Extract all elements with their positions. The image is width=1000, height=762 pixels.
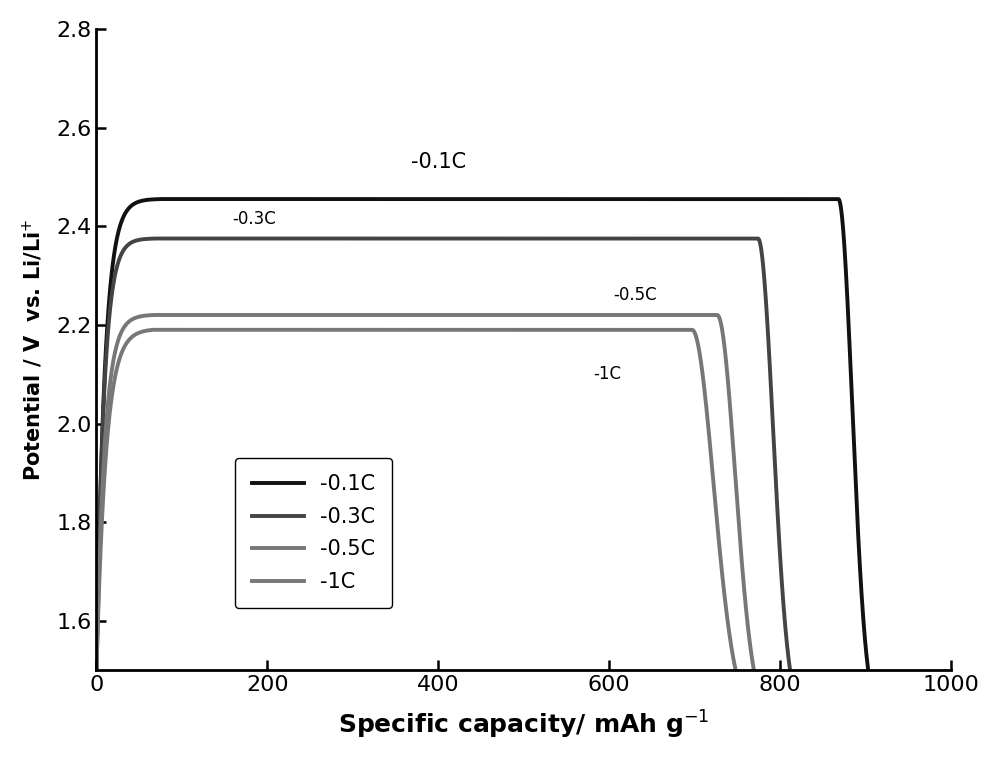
Line: -0.3C: -0.3C	[96, 239, 790, 671]
-1C	[208, 325, 220, 335]
-0.1C	[862, 664, 874, 674]
-0.3C	[116, 248, 128, 258]
Text: -1C: -1C	[593, 365, 621, 383]
-0.3C	[648, 234, 660, 243]
-0.1C	[265, 194, 277, 203]
-0.3C	[151, 234, 163, 243]
-0.1C	[93, 555, 105, 565]
-0.1C	[855, 588, 867, 597]
-1C	[147, 325, 159, 335]
-0.1C	[172, 194, 184, 203]
-0.5C	[183, 310, 195, 319]
-0.1C	[90, 666, 102, 675]
-0.1C	[156, 194, 168, 203]
-1C	[631, 325, 643, 335]
-1C	[490, 325, 502, 335]
Text: -0.5C: -0.5C	[613, 287, 656, 304]
-1C	[419, 325, 431, 335]
-0.3C	[275, 234, 287, 243]
Text: -0.3C: -0.3C	[233, 210, 276, 228]
X-axis label: Specific capacity/ mAh g$^{-1}$: Specific capacity/ mAh g$^{-1}$	[338, 709, 709, 741]
-1C	[730, 665, 742, 674]
-0.1C	[95, 471, 107, 480]
Line: -0.1C: -0.1C	[96, 199, 868, 671]
-0.5C	[428, 310, 440, 319]
Legend: -0.1C, -0.3C, -0.5C, -1C: -0.1C, -0.3C, -0.5C, -1C	[235, 458, 392, 609]
Text: -0.1C: -0.1C	[411, 152, 466, 172]
-0.3C	[111, 263, 123, 272]
-0.3C	[460, 234, 472, 243]
-0.3C	[404, 234, 416, 243]
-0.5C	[200, 310, 212, 319]
-0.5C	[148, 310, 160, 319]
Line: -0.5C: -0.5C	[96, 315, 754, 671]
-0.5C	[706, 310, 718, 319]
-1C	[90, 666, 102, 675]
-0.3C	[90, 666, 102, 675]
-0.1C	[185, 194, 197, 203]
-0.5C	[366, 310, 378, 319]
-0.5C	[300, 310, 312, 319]
-0.5C	[748, 665, 760, 674]
Y-axis label: Potential / V  vs. Li/Li$^{+}$: Potential / V vs. Li/Li$^{+}$	[21, 218, 45, 481]
-1C	[656, 325, 668, 335]
-1C	[636, 325, 648, 335]
Line: -1C: -1C	[96, 330, 736, 671]
-0.3C	[784, 665, 796, 674]
-0.5C	[90, 666, 102, 675]
